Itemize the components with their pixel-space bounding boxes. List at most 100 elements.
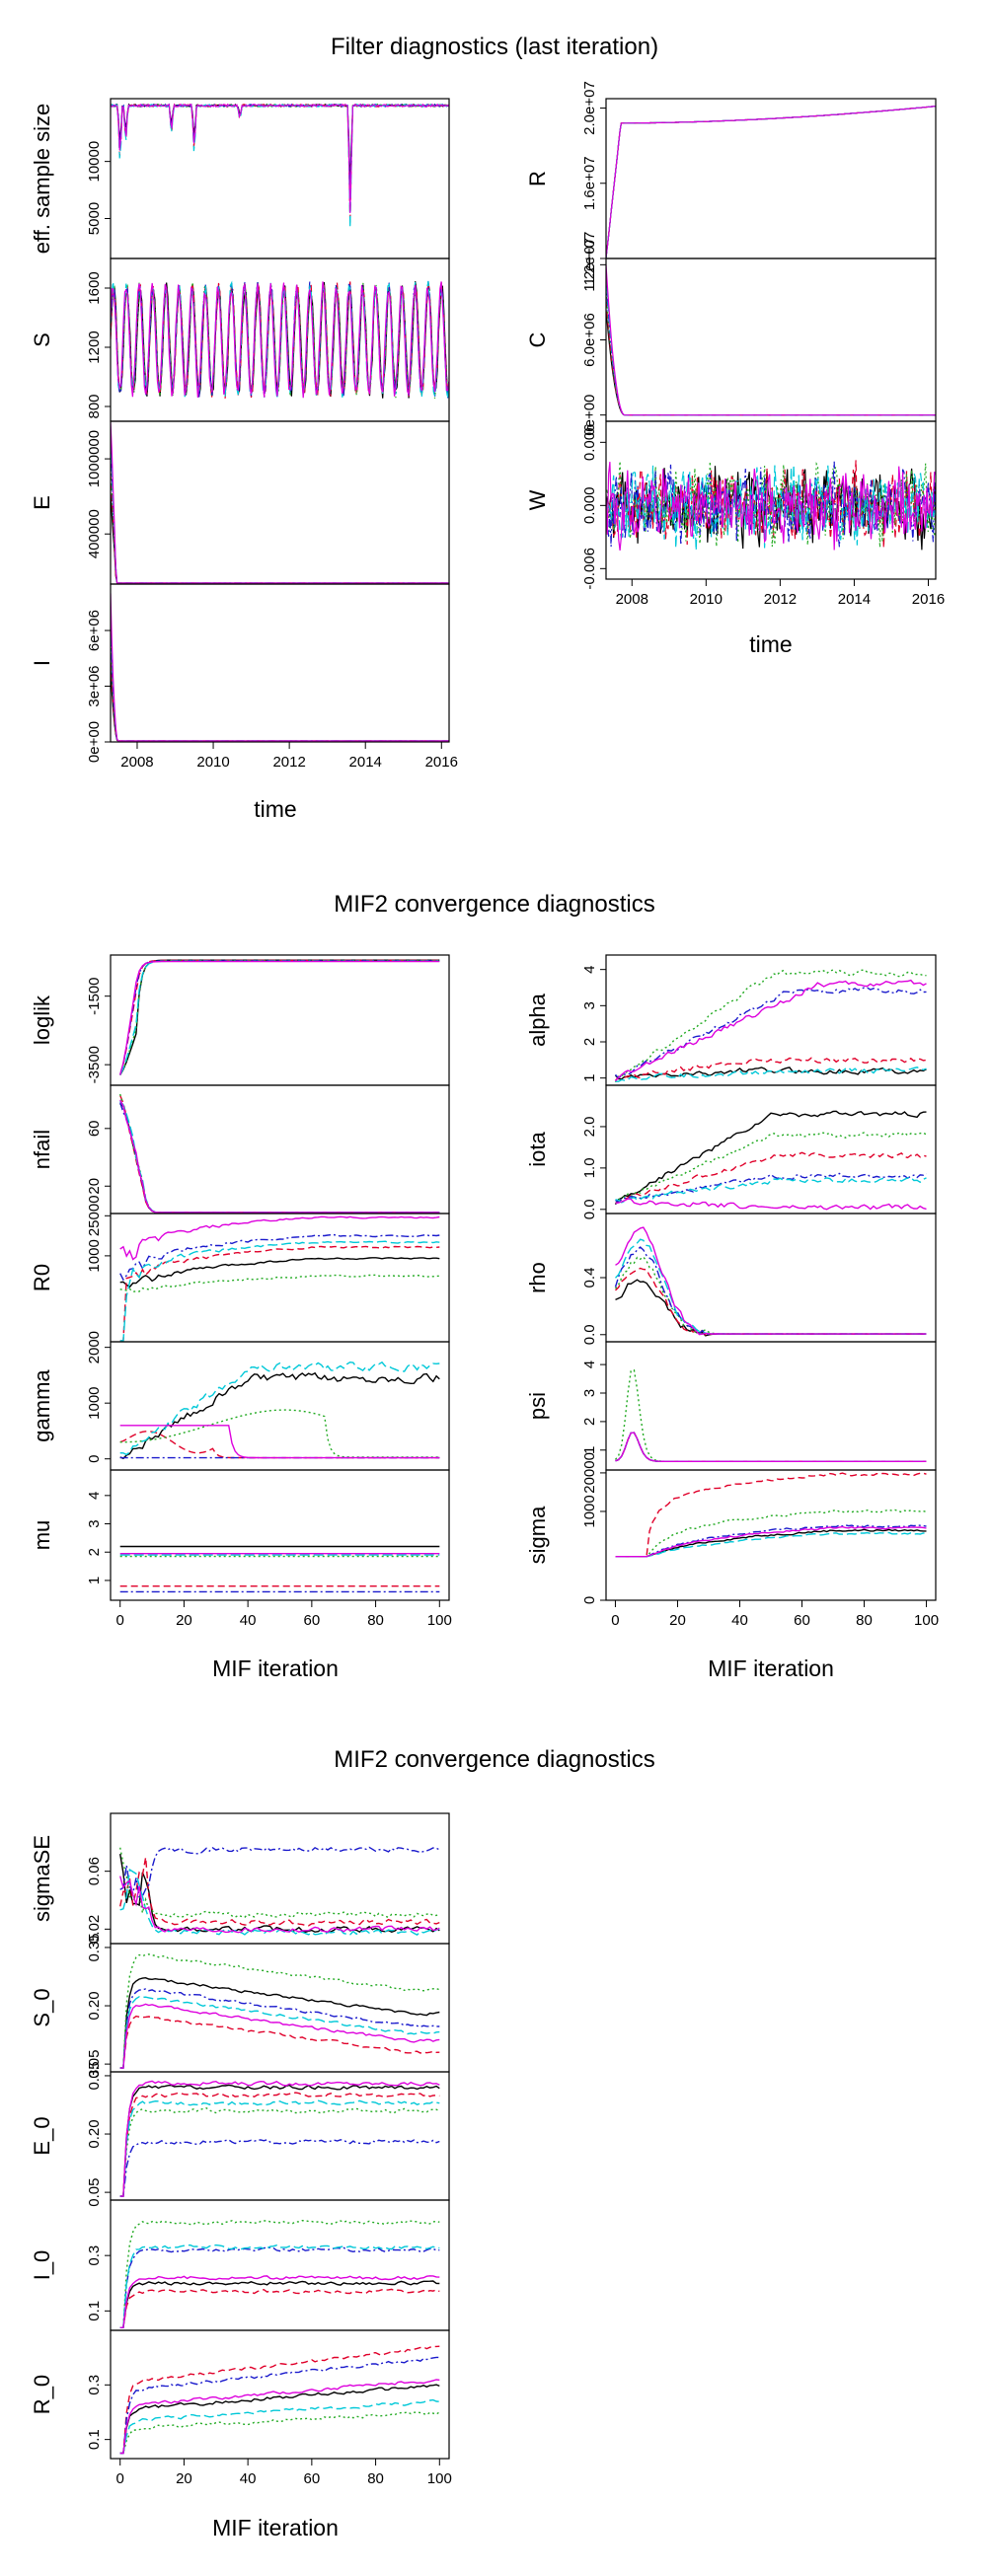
series-gamma-0 [119, 1371, 440, 1460]
series-R0-1 [119, 1245, 440, 1342]
x-tick-label-mif-right-3: 60 [794, 1612, 810, 1629]
panel-n4: R_0 0.1 0.3 [30, 2329, 450, 2460]
y-tick-label-n0-0: 0.02 [86, 1915, 103, 1944]
series-C-2 [606, 291, 936, 416]
traces-m4 [119, 1545, 440, 1593]
series-psi-0 [615, 1432, 927, 1462]
y-tick-label-n2-2: 0.35 [86, 2061, 103, 2090]
series-nfail-3 [119, 1102, 440, 1214]
traces-f1 [111, 280, 449, 400]
y-axis-label-f2: E [30, 495, 54, 510]
traces-f2 [111, 421, 449, 584]
x-tick-label-mif-right-1: 20 [669, 1612, 686, 1629]
series-nfail-1 [119, 1095, 440, 1214]
series-iota-4 [615, 1176, 927, 1204]
panel-frame-n4 [110, 2329, 450, 2460]
y-tick-label-f6-0: -0.006 [581, 548, 598, 590]
series-sigma-2 [615, 1509, 927, 1558]
x-tick-label-mif-left-1: 20 [176, 1612, 192, 1629]
series-I_0-4 [119, 2244, 440, 2328]
y-tick-label-f2-1: 1000000 [86, 430, 103, 487]
traces-f3 [111, 593, 449, 742]
x-tick-label-mif-right-2: 40 [731, 1612, 748, 1629]
series-sigma-4 [615, 1531, 927, 1558]
x-tick-label-time-right-0: 2008 [616, 591, 648, 608]
series-I-4 [111, 608, 449, 742]
y-tick-label-n1-0: 0.05 [86, 2050, 103, 2079]
y-tick-label-f5-0: 0e+00 [581, 395, 598, 436]
y-tick-label-f1-0: 800 [86, 394, 103, 418]
series-sigmaSE-5 [119, 1876, 440, 1934]
y-tick-label-m2-0: 1000 [86, 1239, 103, 1272]
series-sigmaSE-1 [119, 1857, 440, 1927]
series-sigma-1 [615, 1472, 927, 1558]
series-R-1 [606, 106, 936, 258]
series-nfail-4 [119, 1100, 440, 1214]
panel-m2: R0 1000 25000 [30, 1195, 450, 1343]
series-gamma-2 [119, 1409, 440, 1458]
panel-m3: gamma 0 1000 2000 [30, 1331, 450, 1471]
x-tick-label-time-left-1: 2010 [196, 754, 229, 771]
panel-f5: C 0e+00 6.0e+06 1.2e+07 [525, 238, 937, 436]
x-tick-label-mif-left-4: 80 [367, 1612, 384, 1629]
series-loglik-4 [119, 960, 440, 1075]
panel-f4: R 1.2e+07 1.6e+07 2.0e+07 [525, 81, 937, 285]
panel-m5: alpha 1 2 3 4 [525, 954, 937, 1086]
traces-f5 [606, 264, 936, 416]
traces-m5 [614, 969, 927, 1083]
series-R0-3 [119, 1233, 440, 1282]
y-axis-label-n4: R_0 [30, 2375, 54, 2414]
series-E-0 [111, 492, 449, 584]
series-ess-3 [111, 103, 449, 192]
series-I_0-5 [119, 2275, 440, 2328]
panel-f6: W -0.006 0.000 0.006 [525, 420, 937, 590]
traces-m3 [119, 1361, 440, 1460]
x-axis-mif-bottom: 0 20 40 60 80 100 [116, 2459, 452, 2487]
series-sigmaSE-2 [119, 1847, 440, 1919]
y-tick-label-f1-2: 1600 [86, 271, 103, 304]
y-tick-label-f0-1: 10000 [86, 141, 103, 183]
series-R_0-0 [119, 2384, 440, 2455]
series-E_0-5 [119, 2080, 440, 2197]
series-loglik-3 [119, 960, 440, 1075]
series-gamma-5 [119, 1425, 440, 1459]
series-sigmaSE-3 [119, 1846, 440, 1898]
series-E_0-0 [119, 2084, 440, 2197]
series-R_0-5 [119, 2379, 440, 2455]
series-I-3 [111, 623, 449, 742]
series-rho-3 [614, 1246, 927, 1336]
y-axis-label-m5: alpha [525, 993, 550, 1047]
series-gamma-1 [119, 1431, 440, 1459]
y-axis-label-n1: S_0 [30, 1988, 54, 2026]
traces-m7 [614, 1226, 927, 1337]
panel-frame-f2 [110, 420, 450, 585]
series-E-4 [111, 426, 449, 584]
series-S-5 [111, 281, 449, 399]
series-sigma-0 [615, 1528, 927, 1558]
series-ess-5 [111, 103, 449, 214]
series-rho-0 [615, 1279, 927, 1337]
y-axis-label-m0: loglik [30, 994, 54, 1045]
traces-m2 [119, 1215, 440, 1342]
y-tick-label-n4-0: 0.1 [86, 2429, 103, 2450]
series-C-1 [606, 300, 936, 416]
traces-f0 [111, 103, 449, 229]
y-axis-label-f0: eff. sample size [30, 104, 54, 254]
panel-frame-m8 [605, 1341, 937, 1471]
series-psi-1 [615, 1432, 927, 1462]
series-psi-4 [615, 1432, 927, 1462]
series-psi-3 [615, 1432, 927, 1462]
series-E-1 [111, 473, 449, 584]
series-ess-2 [111, 103, 449, 208]
y-axis-label-m6: iota [525, 1132, 550, 1167]
series-E-5 [111, 421, 449, 584]
x-tick-label-time-left-0: 2008 [120, 754, 153, 771]
x-axis-mif-right: 0 20 40 60 80 100 [611, 1600, 939, 1629]
panel-frame-f3 [110, 583, 450, 743]
series-R_0-2 [119, 2411, 440, 2455]
panel-m7: rho 0.0 0.4 [525, 1213, 937, 1345]
section2-title: MIF2 convergence diagnostics [334, 891, 655, 918]
y-axis-label-f6: W [525, 489, 550, 510]
traces-f4 [606, 106, 936, 258]
filter-diagnostics-panels: eff. sample size 5000 10000 S 800 1200 1600 E 40… [30, 81, 945, 771]
